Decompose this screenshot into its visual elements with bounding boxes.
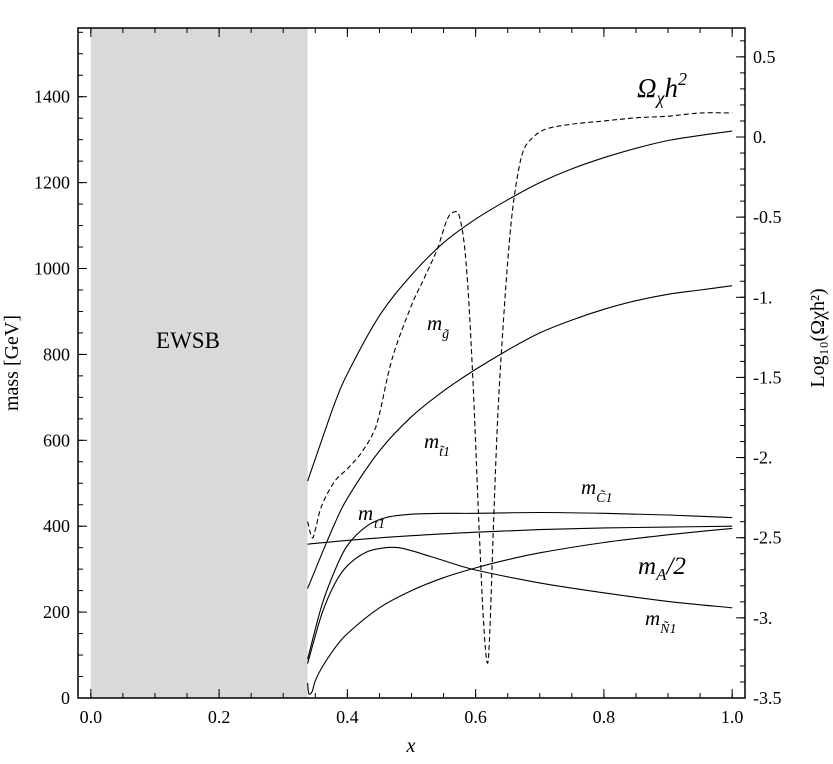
y-right-tick-label: -2.5 xyxy=(753,528,782,548)
y-left-tick-label: 1000 xyxy=(34,259,70,279)
series-line-6 xyxy=(307,112,733,664)
series-line-0 xyxy=(307,130,733,482)
y-right-tick-label: 0.5 xyxy=(753,47,776,67)
axis-ticks: 0.0 0.2 0.4 0.6 0.8 1.0 0 200 400 600 800 1000 1200 1… xyxy=(34,28,782,727)
y-right-tick-label: -1. xyxy=(753,287,773,307)
y-right-tick-label: -3. xyxy=(753,608,773,628)
y-right-tick-label: -1.5 xyxy=(753,367,782,387)
y-left-tick-label: 600 xyxy=(43,430,70,450)
plot-frame xyxy=(77,27,746,699)
gluino-label: mg̃ xyxy=(427,311,450,342)
y-left-tick-label: 1200 xyxy=(34,173,70,193)
y-left-tick-label: 0 xyxy=(61,688,70,708)
stau-label: mτ̃1 xyxy=(358,501,385,532)
y-axis-left-title: mass [GeV] xyxy=(1,315,23,411)
omega-label: Ωχh2 xyxy=(637,69,687,108)
series-line-5 xyxy=(307,527,733,695)
y-left-tick-label: 400 xyxy=(43,516,70,536)
y-left-tick-label: 1400 xyxy=(34,87,70,107)
y-left-tick-label: 200 xyxy=(43,602,70,622)
ewsb-label: EWSB xyxy=(156,328,220,353)
y-right-tick-label: -0.5 xyxy=(753,207,782,227)
y-axis-right-title: Log₁₀(Ωχh²) xyxy=(807,288,829,387)
x-tick-label: 1.0 xyxy=(721,707,744,727)
stop-label: mt̃1 xyxy=(424,429,450,460)
series-curves xyxy=(307,112,733,695)
y-right-tick-label: 0. xyxy=(753,127,767,147)
x-tick-label: 0.6 xyxy=(464,707,487,727)
ma-label: mA/2 xyxy=(638,553,686,584)
series-line-1 xyxy=(307,285,733,589)
y-left-tick-label: 800 xyxy=(43,344,70,364)
y-right-tick-label: -3.5 xyxy=(753,688,782,708)
chargino-label: mC̃1 xyxy=(581,475,613,506)
x-tick-label: 0.8 xyxy=(593,707,616,727)
x-tick-label: 0.0 xyxy=(80,707,103,727)
x-tick-label: 0.4 xyxy=(336,707,359,727)
y-right-tick-label: -2. xyxy=(753,448,773,468)
series-line-2 xyxy=(307,511,733,660)
series-line-3 xyxy=(307,525,733,545)
x-axis-title: x xyxy=(406,735,416,757)
neutralino-label: mÑ1 xyxy=(645,606,677,637)
ewsb-shaded-region xyxy=(90,28,308,698)
x-tick-label: 0.2 xyxy=(208,707,231,727)
series-line-4 xyxy=(307,546,733,664)
